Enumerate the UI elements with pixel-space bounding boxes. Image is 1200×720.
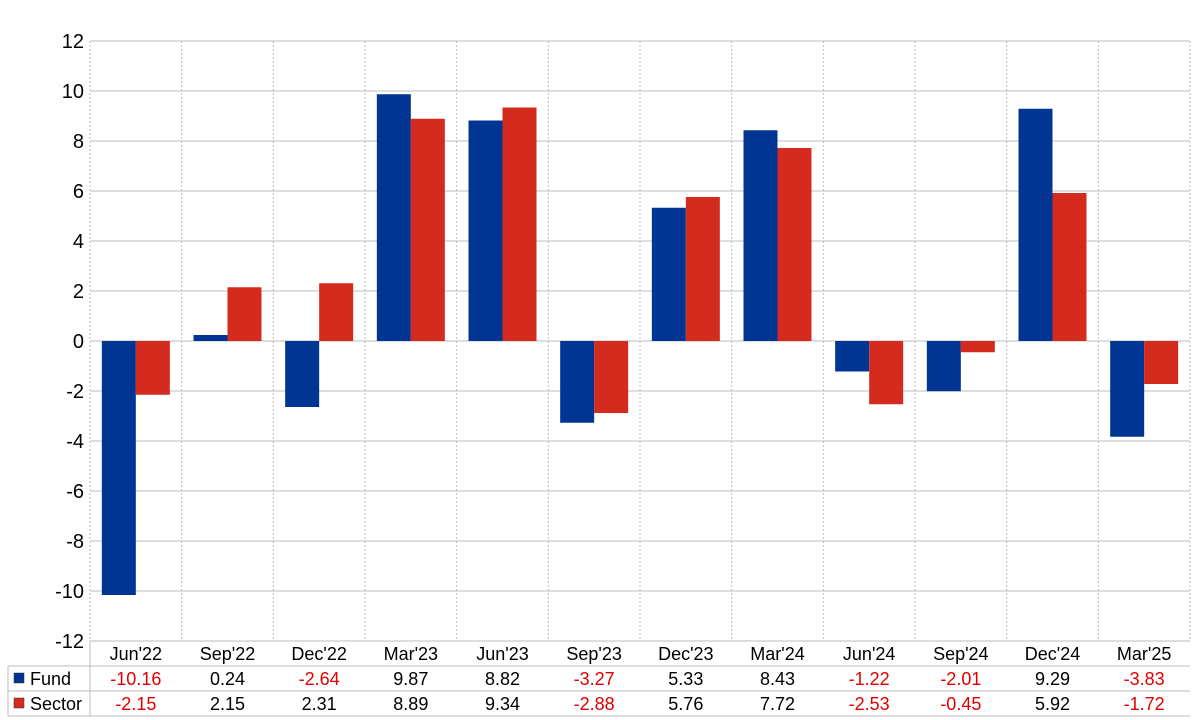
bar-sector	[685, 197, 720, 341]
x-tick-label: Dec'23	[658, 644, 713, 664]
y-tick-label: 2	[73, 281, 84, 303]
y-tick-label: 0	[73, 331, 84, 353]
data-label: 5.92	[1035, 694, 1070, 714]
bar-fund	[743, 130, 778, 341]
data-label: 8.43	[760, 669, 795, 689]
data-label: -2.01	[940, 669, 981, 689]
bar-sector	[960, 341, 995, 353]
bar-sector	[319, 283, 354, 341]
x-tick-label: Sep'22	[200, 644, 256, 664]
data-label: -0.45	[940, 694, 981, 714]
bar-sector	[502, 107, 537, 341]
x-tick-label: Jun'23	[476, 644, 528, 664]
data-label: 8.89	[393, 694, 428, 714]
data-label: -2.53	[849, 694, 890, 714]
bar-fund	[376, 94, 411, 341]
y-tick-label: -8	[66, 531, 84, 553]
x-tick-label: Sep'23	[566, 644, 622, 664]
y-tick-label: 8	[73, 131, 84, 153]
y-tick-label: -2	[66, 381, 84, 403]
data-label: 0.24	[210, 669, 245, 689]
data-label: -2.88	[574, 694, 615, 714]
bar-sector	[594, 341, 629, 413]
data-label: 8.82	[485, 669, 520, 689]
data-label: 2.15	[210, 694, 245, 714]
bar-fund	[285, 341, 320, 407]
data-label: -3.27	[574, 669, 615, 689]
data-label: -2.15	[115, 694, 156, 714]
data-label: -2.64	[299, 669, 340, 689]
legend-swatch-sector	[13, 697, 25, 709]
bar-fund	[101, 341, 136, 595]
data-label: -1.72	[1124, 694, 1165, 714]
data-label: 5.76	[668, 694, 703, 714]
x-tick-label: Mar'25	[1117, 644, 1171, 664]
y-tick-label: -12	[55, 631, 84, 653]
data-label: -1.22	[849, 669, 890, 689]
data-label: -3.83	[1124, 669, 1165, 689]
data-label: 9.87	[393, 669, 428, 689]
bar-fund	[651, 207, 686, 341]
data-label: -10.16	[110, 669, 161, 689]
data-label: 7.72	[760, 694, 795, 714]
bar-sector	[777, 148, 812, 341]
bar-fund	[193, 335, 228, 341]
y-tick-label: -10	[55, 581, 84, 603]
x-tick-label: Mar'23	[384, 644, 438, 664]
data-label: 9.29	[1035, 669, 1070, 689]
legend-label-fund: Fund	[30, 669, 71, 689]
x-tick-label: Mar'24	[750, 644, 804, 664]
y-tick-label: -6	[66, 481, 84, 503]
y-tick-label: 6	[73, 181, 84, 203]
y-tick-label: 12	[62, 31, 84, 53]
legend-label-sector: Sector	[30, 694, 82, 714]
y-tick-label: 10	[62, 81, 84, 103]
x-tick-label: Sep'24	[933, 644, 989, 664]
bar-fund	[1018, 108, 1053, 341]
x-tick-label: Dec'22	[291, 644, 346, 664]
bar-fund	[835, 341, 870, 372]
bar-sector	[410, 118, 445, 341]
bar-sector	[135, 341, 170, 395]
data-label: 9.34	[485, 694, 520, 714]
x-tick-label: Jun'22	[110, 644, 162, 664]
bar-fund	[560, 341, 595, 423]
x-tick-label: Dec'24	[1025, 644, 1080, 664]
data-label: 2.31	[302, 694, 337, 714]
legend-swatch-fund	[13, 672, 25, 684]
y-tick-label: -4	[66, 431, 84, 453]
bar-fund	[468, 120, 503, 341]
x-tick-label: Jun'24	[843, 644, 895, 664]
bar-fund	[926, 341, 961, 392]
y-tick-label: 4	[73, 231, 84, 253]
bar-sector	[1144, 341, 1179, 384]
data-label: 5.33	[668, 669, 703, 689]
bar-sector	[227, 287, 262, 341]
bar-sector	[1052, 193, 1087, 341]
bar-sector	[869, 341, 904, 405]
bar-fund	[1110, 341, 1145, 437]
